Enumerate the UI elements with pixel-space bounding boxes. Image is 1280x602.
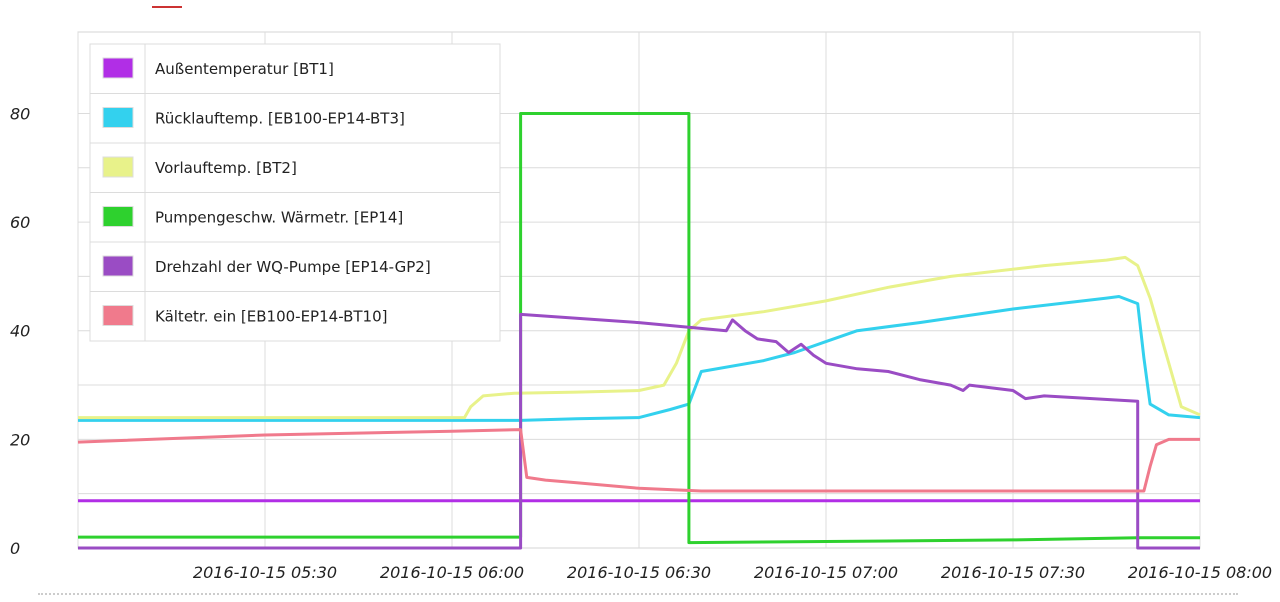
y-tick-label: 40 <box>10 322 30 341</box>
legend-label: Vorlauftemp. [BT2] <box>155 159 297 177</box>
series-line-6 <box>77 428 1200 493</box>
legend-swatch <box>102 206 134 227</box>
series-line-5 <box>78 312 1200 550</box>
legend-swatch <box>102 305 134 326</box>
series-lines <box>77 112 1201 550</box>
y-tick-label: 0 <box>10 539 20 558</box>
x-tick-label: 2016-10-15 08:00 <box>1128 563 1272 582</box>
y-tick-label: 60 <box>10 213 30 232</box>
x-axis-ticks: 2016-10-15 05:30 2016-10-15 06:00 2016-10-… <box>193 563 1272 582</box>
x-tick-label: 2016-10-15 07:30 <box>941 563 1085 582</box>
series-line-2 <box>78 295 1201 422</box>
bottom-divider <box>38 593 1238 595</box>
legend-label: Kältetr. ein [EB100-EP14-BT10] <box>155 307 387 325</box>
y-tick-label: 20 <box>10 430 30 449</box>
legend-swatch <box>102 107 134 128</box>
legend-swatch <box>102 255 134 277</box>
y-tick-label: 80 <box>10 104 30 123</box>
legend-label: Pumpengeschw. Wärmetr. [EP14] <box>155 208 403 226</box>
x-tick-label: 2016-10-15 06:00 <box>380 563 524 582</box>
x-tick-label: 2016-10-15 07:00 <box>754 563 898 582</box>
legend-label: Außentemperatur [BT1] <box>155 60 334 78</box>
legend-swatch <box>102 57 134 79</box>
x-tick-label: 2016-10-15 05:30 <box>193 563 337 582</box>
legend-label: Drehzahl der WQ-Pumpe [EP14-GP2] <box>155 258 431 276</box>
x-tick-label: 2016-10-15 06:30 <box>567 563 711 582</box>
y-axis-ticks: 0 20 40 60 80 <box>10 104 30 558</box>
top-tab-marker <box>152 0 182 8</box>
legend: Außentemperatur [BT1] Rücklauftemp. [EB10… <box>89 43 501 342</box>
legend-swatch <box>102 156 134 178</box>
series-line-3 <box>78 255 1201 420</box>
legend-label: Rücklauftemp. [EB100-EP14-BT3] <box>155 109 405 127</box>
